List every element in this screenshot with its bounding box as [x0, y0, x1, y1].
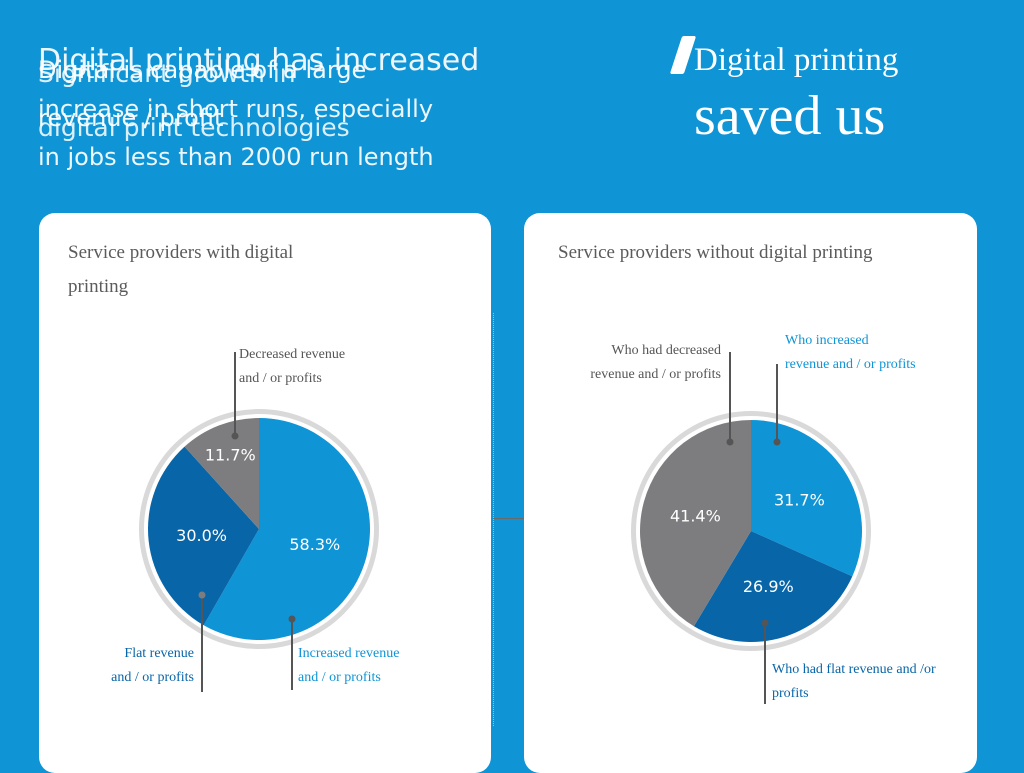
pie-slice: [148, 446, 259, 626]
pie-data-label: 30.0%: [176, 526, 227, 545]
headline-a-line1: Digital printing has increased: [38, 43, 480, 78]
pie-data-label: 41.4%: [670, 507, 721, 526]
quote-line2: saved us: [694, 85, 886, 147]
headline-b-line2: digital print technologies: [38, 113, 350, 142]
callout-right-increased: Who increased revenue and / or profits: [785, 329, 916, 377]
callout-text: Flat revenue: [124, 646, 194, 661]
headline-b-line1: Significant growth in: [38, 59, 296, 88]
leader-dot: [761, 619, 769, 627]
callout-text: Decreased revenue: [239, 347, 346, 362]
callout-text: and / or profits: [111, 670, 194, 685]
leader-dot: [773, 438, 781, 446]
pie-slice: [639, 419, 751, 627]
callout-text: profits: [772, 686, 809, 701]
callout-text: Who had flat revenue and /or: [772, 662, 936, 677]
callout-text: Who had decreased: [611, 343, 721, 358]
pie-data-label: 11.7%: [205, 445, 256, 464]
pie-slice: [693, 531, 853, 643]
leader-dot: [726, 438, 734, 446]
callout-text: revenue and / or profits: [590, 367, 721, 382]
pie-slice: [751, 420, 863, 577]
leader-dot: [198, 591, 206, 599]
leader-dot: [231, 432, 239, 440]
callout-left-decreased: Decreased revenue and / or profits: [239, 343, 345, 391]
callout-text: and / or profits: [239, 371, 322, 386]
pie-data-label: 26.9%: [743, 577, 794, 596]
pie-slice: [184, 418, 259, 529]
callout-text: Who increased: [785, 333, 869, 348]
chart-title-without-digital: Service providers without digital printi…: [558, 242, 873, 263]
panel-connector: [493, 518, 524, 519]
callout-text: Increased revenue: [298, 646, 400, 661]
callout-left-flat: Flat revenue and / or profits: [90, 642, 194, 690]
callout-right-flat: Who had flat revenue and /or profits: [772, 658, 936, 706]
callout-right-decreased: Who had decreased revenue and / or profi…: [560, 339, 721, 387]
callout-text: revenue and / or profits: [785, 357, 916, 372]
callout-text: and / or profits: [298, 670, 381, 685]
quote-line1: Digital printing: [694, 42, 899, 78]
chart-title-with-digital: Service providers with digital printing: [68, 242, 294, 297]
headline-c-line1: Digital is capable of a large: [38, 56, 367, 84]
headline-c-line2: revenue / profit: [38, 104, 224, 132]
headline-a-line2: increase in short runs, especially: [38, 95, 434, 123]
leader-dot: [288, 615, 296, 623]
pie-data-label: 31.7%: [774, 491, 825, 510]
pie-slice: [203, 418, 371, 640]
pie-data-label: 58.3%: [289, 535, 340, 554]
headline-a-line3: in jobs less than 2000 run length: [38, 143, 434, 171]
panel-divider: [493, 313, 494, 726]
callout-left-increased: Increased revenue and / or profits: [298, 642, 399, 690]
